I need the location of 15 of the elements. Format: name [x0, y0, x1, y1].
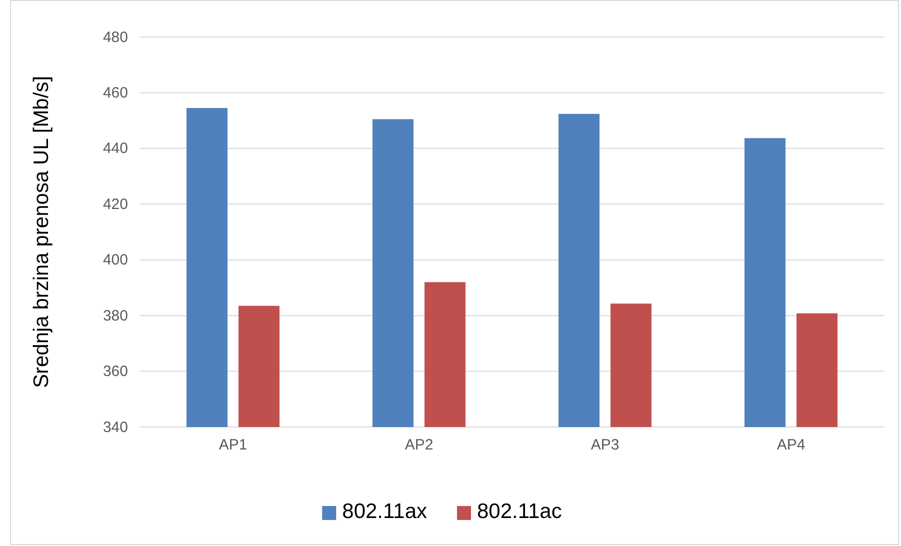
- x-tick-label: AP1: [218, 436, 248, 454]
- x-tick-label: AP2: [404, 436, 434, 454]
- y-tick-label: 340: [102, 418, 128, 436]
- y-tick-label: 360: [102, 363, 128, 380]
- y-tick-label: 440: [102, 140, 128, 158]
- legend-label: 802.11ax: [342, 500, 428, 523]
- x-tick-label: AP4: [776, 436, 806, 454]
- y-tick-label: 400: [102, 252, 128, 269]
- y-tick-label: 420: [102, 196, 128, 213]
- y-tick-label: 480: [102, 28, 128, 46]
- x-tick-label: AP3: [590, 436, 620, 454]
- y-tick-label: 380: [102, 307, 128, 324]
- legend-label: 802.11ac: [477, 500, 562, 523]
- y-tick-label: 460: [102, 84, 128, 102]
- y-axis-title: Srednja brzina prenosa UL [Mb/s]: [30, 76, 53, 388]
